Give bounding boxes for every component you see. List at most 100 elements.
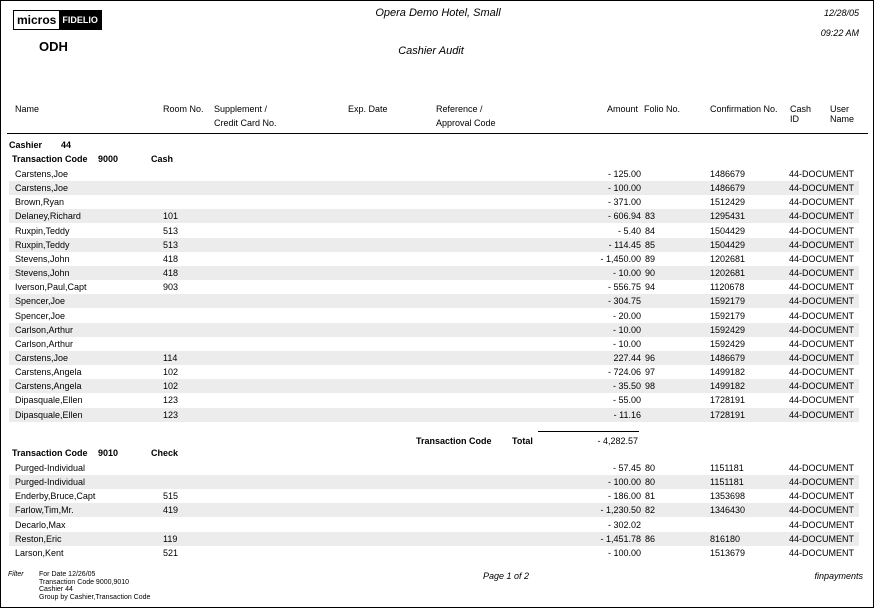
confirmation-number: 1353698 <box>710 491 746 502</box>
user-name: 44-DOCUMENT <box>789 338 855 349</box>
filter-item: Group by Cashier,Transaction Code <box>39 593 151 601</box>
guest-name: Spencer,Joe <box>15 310 66 321</box>
confirmation-number: 1592179 <box>710 296 746 307</box>
user-name: 44-DOCUMENT <box>789 169 855 179</box>
room-number: 418 <box>163 253 179 264</box>
confirmation-number: 1202681 <box>710 253 746 264</box>
confirmation-number: 1504429 <box>710 239 746 250</box>
group-label: Transaction Code <box>12 154 88 164</box>
micros-fidelio-logo: micros FIDELIO <box>13 10 102 30</box>
col-confirmation: Confirmation No. <box>710 104 778 114</box>
confirmation-number: 1202681 <box>710 268 746 279</box>
report-date: 12/28/05 <box>823 8 859 18</box>
user-name: 44-DOCUMENT <box>789 268 855 279</box>
hotel-name: Opera Demo Hotel, Small <box>375 7 501 19</box>
user-name: 44-DOCUMENT <box>789 533 855 544</box>
folio-number: 80 <box>645 477 656 488</box>
guest-name: Carstens,Joe <box>15 183 69 194</box>
folio-number: 90 <box>645 268 656 279</box>
table-row: Carstens,Angela 102 - 35.50 98 1499182 44-DOC… <box>9 379 859 394</box>
col-room: Room No. <box>163 104 204 114</box>
table-row: Delaney,Richard 101 - 606.94 83 1295431 44-DO… <box>9 209 859 224</box>
table-row: Spencer,Joe - 304.75 1592179 44-DOCUMENT <box>9 294 859 309</box>
guest-name: Ruxpin,Teddy <box>15 225 70 236</box>
col-cash: Cash <box>790 104 812 114</box>
table-row: Carlson,Arthur - 10.00 1592429 44-DOCUMENT <box>9 337 859 351</box>
table-row: Carstens,Angela 102 - 724.06 97 1499182 44-DO… <box>9 365 859 379</box>
confirmation-number: 1295431 <box>710 211 746 222</box>
folio-number: 80 <box>645 463 656 473</box>
confirmation-number: 1499182 <box>710 381 746 392</box>
amount: - 57.45 <box>612 463 641 473</box>
amount: - 100.00 <box>607 547 641 558</box>
logo-text: FIDELIO <box>59 11 101 29</box>
guest-name: Carstens,Angela <box>15 367 82 378</box>
col-approval: Approval Code <box>436 118 496 128</box>
col-id: ID <box>790 114 799 124</box>
amount: - 11.16 <box>613 409 641 420</box>
room-number: 123 <box>163 409 179 420</box>
table-row: Purged-Individual - 100.00 80 1151181 44-DOC… <box>9 475 859 490</box>
room-number: 521 <box>163 547 179 558</box>
amount: - 606.94 <box>607 211 641 222</box>
room-number: 418 <box>163 268 179 279</box>
user-name: 44-DOCUMENT <box>789 211 855 222</box>
header-divider <box>7 133 868 134</box>
guest-name: Dipasquale,Ellen <box>15 409 83 420</box>
amount: - 186.00 <box>607 491 641 502</box>
room-number: 123 <box>163 395 179 406</box>
table-row: Stevens,John 418 - 1,450.00 89 1202681 44-DOC… <box>9 252 859 266</box>
room-number: 513 <box>163 239 179 250</box>
guest-name: Decarlo,Max <box>15 519 66 530</box>
guest-name: Delaney,Richard <box>15 211 81 222</box>
table-row: Stevens,John 418 - 10.00 90 1202681 44-DOCUME… <box>9 266 859 281</box>
user-name: 44-DOCUMENT <box>789 409 855 420</box>
guest-name: Larson,Kent <box>15 547 64 558</box>
amount: - 724.06 <box>607 367 641 378</box>
col-credit-card: Credit Card No. <box>214 118 277 128</box>
folio-number: 83 <box>645 211 656 222</box>
user-name: 44-DOCUMENT <box>789 463 855 473</box>
folio-number: 85 <box>645 239 656 250</box>
user-name: 44-DOCUMENT <box>789 296 855 307</box>
guest-name: Reston,Eric <box>15 533 62 544</box>
table-row: Farlow,Tim,Mr. 419 - 1,230.50 82 1346430 44-D… <box>9 503 859 518</box>
room-number: 903 <box>163 282 179 293</box>
guest-name: Carstens,Joe <box>15 169 69 179</box>
user-name: 44-DOCUMENT <box>789 505 855 516</box>
guest-name: Stevens,John <box>15 268 70 279</box>
user-name: 44-DOCUMENT <box>789 225 855 236</box>
room-number: 419 <box>163 505 179 516</box>
guest-name: Carstens,Joe <box>15 352 69 363</box>
confirmation-number: 1151181 <box>710 463 744 473</box>
group-type: Cash <box>151 154 174 164</box>
table-row: Decarlo,Max - 302.02 44-DOCUMENT <box>9 518 859 532</box>
room-number: 114 <box>163 352 178 363</box>
room-number: 119 <box>163 533 178 544</box>
table-row: Dipasquale,Ellen 123 - 11.16 1728191 44-DOCU… <box>9 407 859 422</box>
table-row: Carstens,Joe - 125.00 1486679 44-DOCUMENT <box>9 167 859 181</box>
room-number: 513 <box>163 225 179 236</box>
user-name: 44-DOCUMENT <box>789 477 855 488</box>
user-name: 44-DOCUMENT <box>789 239 855 250</box>
amount: - 55.00 <box>612 395 641 406</box>
filter-label: Filter <box>8 571 24 578</box>
room-number: 102 <box>163 381 179 392</box>
table-row: Dipasquale,Ellen 123 - 55.00 1728191 44-DOCU… <box>9 393 859 407</box>
filter-item: Cashier 44 <box>39 586 73 593</box>
user-name: 44-DOCUMENT <box>789 310 855 321</box>
user-name: 44-DOCUMENT <box>789 519 855 530</box>
amount: - 371.00 <box>607 197 641 208</box>
amount: - 100.00 <box>607 477 641 488</box>
group-code: 9010 <box>98 448 119 458</box>
folio-number: 82 <box>645 505 656 516</box>
user-name: 44-DOCUMENT <box>789 282 855 293</box>
amount: - 10.00 <box>612 268 641 279</box>
amount: 227.44 <box>613 352 641 363</box>
amount: - 556.75 <box>607 282 641 293</box>
guest-name: Spencer,Joe <box>15 296 66 307</box>
confirmation-number: 1499182 <box>710 367 746 378</box>
folio-number: 89 <box>645 253 656 264</box>
col-folio: Folio No. <box>644 104 681 114</box>
col-reference: Reference / <box>436 104 483 114</box>
